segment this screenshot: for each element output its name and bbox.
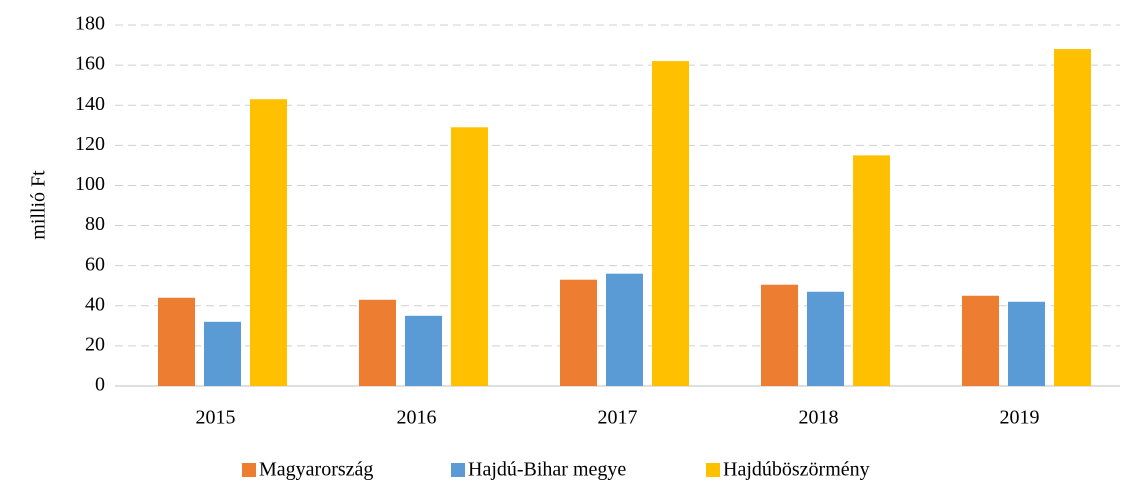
legend-swatch	[451, 463, 465, 477]
y-tick-label: 180	[75, 13, 105, 35]
bar	[359, 299, 396, 386]
x-tick-label: 2017	[598, 407, 638, 429]
bar	[250, 99, 287, 386]
y-tick-label: 0	[95, 374, 105, 396]
x-tick-label: 2016	[397, 407, 437, 429]
bar	[560, 279, 597, 386]
legend-label: Magyarország	[259, 459, 373, 481]
legend-label: Hajdú-Bihar megye	[468, 459, 626, 481]
x-tick-label: 2018	[799, 407, 839, 429]
x-tick-label: 2019	[1000, 407, 1040, 429]
bar	[853, 155, 890, 386]
y-tick-label: 60	[85, 253, 105, 275]
bar	[807, 291, 844, 386]
bar	[962, 295, 999, 386]
y-axis-label: millió Ft	[28, 170, 50, 240]
legend-swatch	[242, 463, 256, 477]
x-tick-label: 2015	[196, 407, 236, 429]
bar	[1008, 301, 1045, 386]
bar	[606, 273, 643, 386]
y-tick-label: 120	[75, 133, 105, 155]
bar	[1054, 49, 1091, 387]
y-tick-label: 80	[85, 213, 105, 235]
bar	[451, 127, 488, 387]
y-tick-label: 20	[85, 333, 105, 355]
y-tick-label: 140	[75, 93, 105, 115]
bar	[405, 315, 442, 386]
y-tick-label: 40	[85, 293, 105, 315]
y-tick-label: 160	[75, 53, 105, 75]
bar	[652, 61, 689, 386]
y-tick-label: 100	[75, 173, 105, 195]
bar	[158, 297, 195, 386]
bar	[204, 321, 241, 386]
legend-label: Hajdúböszörmény	[723, 459, 870, 481]
legend-swatch	[706, 463, 720, 477]
bar	[761, 284, 798, 386]
